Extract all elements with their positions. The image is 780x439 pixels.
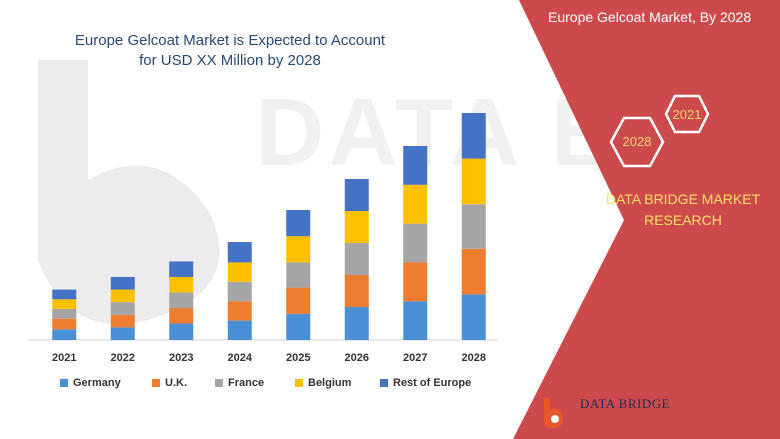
hex-label-2028: 2028: [622, 134, 652, 149]
bar-segment-belgium-2028: [461, 158, 486, 205]
bar-segment-u-k--2023: [169, 307, 194, 324]
bar-segment-germany-2025: [286, 313, 311, 340]
bar-segment-belgium-2021: [52, 299, 77, 309]
bar-segment-u-k--2024: [227, 301, 252, 321]
legend-swatch: [60, 379, 68, 387]
bar-segment-france-2022: [110, 302, 135, 315]
bar-segment-rest-of-europe-2027: [403, 146, 428, 185]
x-tick-label-2025: 2025: [286, 352, 310, 364]
x-tick-label-2024: 2024: [228, 352, 253, 364]
legend-swatch: [152, 379, 160, 387]
legend-swatch: [380, 379, 388, 387]
bar-segment-rest-of-europe-2025: [286, 210, 311, 237]
x-tick-label-2021: 2021: [52, 352, 76, 364]
bar-segment-belgium-2027: [403, 184, 428, 224]
legend-label: Germany: [73, 377, 121, 389]
bar-segment-belgium-2025: [286, 236, 311, 263]
bar-segment-u-k--2025: [286, 287, 311, 314]
hexagon-2028: [609, 116, 665, 168]
hex-label-2021: 2021: [672, 107, 702, 122]
legend-item-u-k-: U.K.: [152, 375, 187, 391]
bar-segment-germany-2026: [344, 307, 369, 340]
bar-segment-germany-2024: [227, 320, 252, 340]
bar-segment-france-2024: [227, 281, 252, 302]
bar-segment-rest-of-europe-2021: [52, 289, 77, 300]
legend-label: Belgium: [308, 377, 352, 389]
legend-label: France: [228, 377, 265, 389]
bar-segment-u-k--2021: [52, 318, 77, 330]
company-logo: [544, 398, 563, 429]
legend-item-rest-of-europe: Rest of Europe: [380, 375, 471, 391]
watermark-logo: [38, 60, 220, 324]
bar-segment-france-2027: [403, 223, 428, 263]
legend-item-france: France: [215, 375, 264, 391]
x-tick-label-2028: 2028: [462, 352, 486, 364]
bar-segment-belgium-2023: [169, 276, 194, 293]
logo-mark-dot: [551, 415, 559, 423]
bar-segment-u-k--2027: [403, 262, 428, 302]
legend-label: U.K.: [165, 377, 187, 389]
bar-segment-germany-2022: [110, 327, 135, 340]
x-tick-label-2023: 2023: [169, 352, 193, 364]
bar-segment-germany-2027: [403, 301, 428, 340]
x-tick-label-2026: 2026: [345, 352, 369, 364]
panel-title: Europe Gelcoat Market, By 2028: [548, 9, 752, 25]
bar-segment-france-2025: [286, 262, 311, 288]
bar-segment-rest-of-europe-2024: [227, 242, 252, 263]
bar-segment-france-2023: [169, 292, 194, 308]
x-tick-label-2027: 2027: [403, 352, 427, 364]
bar-segment-u-k--2028: [461, 248, 486, 295]
bar-segment-france-2026: [344, 243, 369, 276]
chart-title: Europe Gelcoat Market is Expected to Acc…: [74, 32, 386, 69]
x-tick-label-2022: 2022: [111, 352, 135, 364]
legend-swatch: [215, 379, 223, 387]
bar-segment-rest-of-europe-2023: [169, 261, 194, 277]
logo-mark: [544, 398, 563, 429]
logo-text: DATA BRIDGE: [580, 396, 671, 411]
hexagon-2021: [664, 94, 710, 134]
bar-segment-germany-2028: [461, 294, 486, 340]
legend-label: Rest of Europe: [393, 377, 472, 389]
legend-item-germany: Germany: [60, 375, 121, 391]
bar-segment-france-2021: [52, 308, 77, 319]
bar-segment-france-2028: [461, 204, 486, 249]
bar-segment-rest-of-europe-2022: [110, 276, 135, 290]
bar-segment-belgium-2024: [227, 262, 252, 282]
bar-segment-rest-of-europe-2028: [461, 113, 486, 159]
legend-item-belgium: Belgium: [295, 375, 351, 391]
bar-segment-germany-2021: [52, 329, 77, 340]
bar-segment-u-k--2026: [344, 275, 369, 308]
legend-swatch: [295, 379, 303, 387]
company-name: DATA BRIDGE MARKET RESEARCH: [605, 191, 761, 228]
red-panel-shape: [513, 0, 780, 439]
bar-segment-u-k--2022: [110, 314, 135, 328]
bar-segment-germany-2023: [169, 323, 194, 340]
bar-segment-rest-of-europe-2026: [344, 178, 369, 211]
bar-segment-belgium-2026: [344, 210, 369, 243]
bar-segment-belgium-2022: [110, 289, 135, 303]
